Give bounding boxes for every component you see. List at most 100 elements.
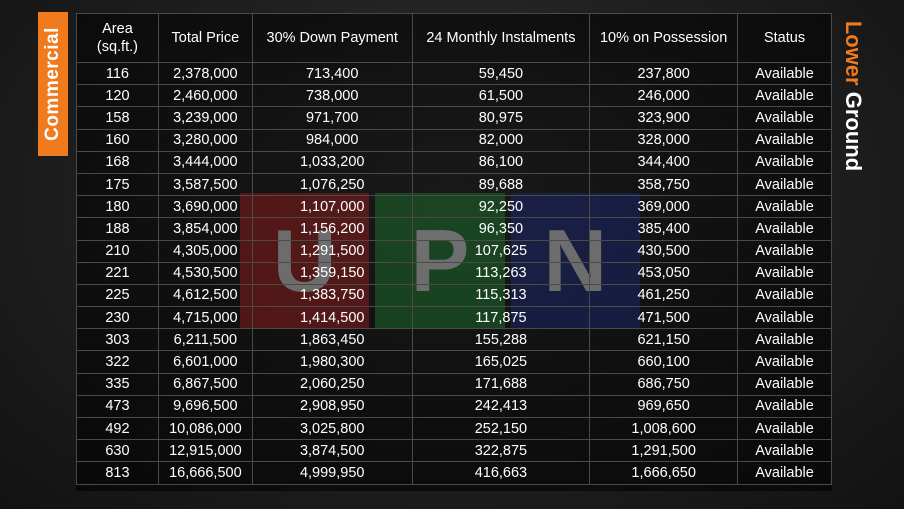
cell-status: Available <box>737 261 832 285</box>
cell-possession: 471,500 <box>589 306 739 330</box>
cell-monthly-instalment: 80,975 <box>411 106 591 130</box>
header-down-payment: 30% Down Payment <box>251 13 413 63</box>
cell-area: 492 <box>76 416 159 441</box>
header-possession: 10% on Possession <box>589 13 739 63</box>
table-row: 160 3,280,000 984,000 82,000 328,000 Availabl… <box>76 128 832 152</box>
header-area: Area (sq.ft.) <box>76 13 159 63</box>
cell-monthly-instalment: 171,688 <box>411 372 591 396</box>
cell-total-price: 10,086,000 <box>157 416 253 441</box>
cell-status: Available <box>737 328 832 352</box>
cell-possession: 453,050 <box>589 261 739 285</box>
cell-area: 160 <box>76 128 159 152</box>
cell-down-payment: 971,700 <box>251 106 413 130</box>
cell-total-price: 2,460,000 <box>157 84 253 108</box>
header-status: Status <box>737 13 832 63</box>
cell-status: Available <box>737 106 832 130</box>
cell-area: 175 <box>76 172 159 197</box>
cell-possession: 344,400 <box>589 150 739 174</box>
cell-monthly-instalment: 59,450 <box>411 61 591 86</box>
cell-monthly-instalment: 252,150 <box>411 416 591 441</box>
cell-possession: 328,000 <box>589 128 739 152</box>
cell-total-price: 6,211,500 <box>157 328 253 352</box>
cell-total-price: 3,690,000 <box>157 195 253 219</box>
cell-down-payment: 1,359,150 <box>251 261 413 285</box>
cell-area: 168 <box>76 150 159 174</box>
cell-status: Available <box>737 239 832 263</box>
table-row: 335 6,867,500 2,060,250 171,688 686,750 Avail… <box>76 372 832 396</box>
cell-down-payment: 4,999,950 <box>251 461 413 485</box>
cell-possession: 686,750 <box>589 372 739 396</box>
cell-monthly-instalment: 117,875 <box>411 306 591 330</box>
cell-down-payment: 1,107,000 <box>251 195 413 219</box>
table-row: 168 3,444,000 1,033,200 86,100 344,400 Availa… <box>76 150 832 174</box>
cell-possession: 969,650 <box>589 394 739 419</box>
cell-status: Available <box>737 128 832 152</box>
cell-status: Available <box>737 84 832 108</box>
table-row: 630 12,915,000 3,874,500 322,875 1,291,500 Av… <box>76 439 832 463</box>
cell-area: 230 <box>76 306 159 330</box>
cell-monthly-instalment: 113,263 <box>411 261 591 285</box>
cell-status: Available <box>737 416 832 441</box>
header-monthly-instalments: 24 Monthly Instalments <box>411 13 591 63</box>
cell-status: Available <box>737 439 832 463</box>
table-row: 210 4,305,000 1,291,500 107,625 430,500 Avail… <box>76 239 832 263</box>
cell-area: 180 <box>76 195 159 219</box>
header-total-price: Total Price <box>157 13 253 63</box>
table-row: 116 2,378,000 713,400 59,450 237,800 Availabl… <box>76 61 832 86</box>
cell-monthly-instalment: 242,413 <box>411 394 591 419</box>
cell-total-price: 2,378,000 <box>157 61 253 86</box>
table-row: 221 4,530,500 1,359,150 113,263 453,050 Avail… <box>76 261 832 285</box>
cell-total-price: 4,530,500 <box>157 261 253 285</box>
table-row: 230 4,715,000 1,414,500 117,875 471,500 Avail… <box>76 306 832 330</box>
cell-status: Available <box>737 195 832 219</box>
cell-possession: 461,250 <box>589 283 739 308</box>
cell-total-price: 9,696,500 <box>157 394 253 419</box>
cell-down-payment: 1,414,500 <box>251 306 413 330</box>
cell-down-payment: 1,076,250 <box>251 172 413 197</box>
cell-possession: 621,150 <box>589 328 739 352</box>
cell-total-price: 4,715,000 <box>157 306 253 330</box>
cell-monthly-instalment: 155,288 <box>411 328 591 352</box>
cell-status: Available <box>737 306 832 330</box>
cell-area: 210 <box>76 239 159 263</box>
cell-status: Available <box>737 372 832 396</box>
cell-monthly-instalment: 322,875 <box>411 439 591 463</box>
cell-down-payment: 2,908,950 <box>251 394 413 419</box>
table-row: 322 6,601,000 1,980,300 165,025 660,100 Avail… <box>76 350 832 374</box>
table-header-row: Area (sq.ft.) Total Price 30% Down Payment 2… <box>76 13 832 63</box>
cell-down-payment: 1,033,200 <box>251 150 413 174</box>
cell-monthly-instalment: 89,688 <box>411 172 591 197</box>
table-row: 473 9,696,500 2,908,950 242,413 969,650 Avail… <box>76 394 832 419</box>
cell-area: 225 <box>76 283 159 308</box>
table-row: 158 3,239,000 971,700 80,975 323,900 Availabl… <box>76 106 832 130</box>
table-row: 813 16,666,500 4,999,950 416,663 1,666,650 Av… <box>76 461 832 485</box>
cell-status: Available <box>737 350 832 374</box>
cell-possession: 237,800 <box>589 61 739 86</box>
cell-status: Available <box>737 61 832 86</box>
cell-down-payment: 713,400 <box>251 61 413 86</box>
cell-possession: 1,008,600 <box>589 416 739 441</box>
commercial-tag: Commercial <box>38 12 68 156</box>
lower-ground-tag-part1: Lower <box>841 20 867 86</box>
cell-area: 188 <box>76 217 159 241</box>
cell-area: 221 <box>76 261 159 285</box>
cell-total-price: 4,612,500 <box>157 283 253 308</box>
cell-total-price: 3,444,000 <box>157 150 253 174</box>
cell-down-payment: 1,156,200 <box>251 217 413 241</box>
cell-possession: 660,100 <box>589 350 739 374</box>
cell-total-price: 3,280,000 <box>157 128 253 152</box>
cell-possession: 369,000 <box>589 195 739 219</box>
cell-possession: 385,400 <box>589 217 739 241</box>
cell-possession: 323,900 <box>589 106 739 130</box>
cell-possession: 1,666,650 <box>589 461 739 485</box>
cell-monthly-instalment: 107,625 <box>411 239 591 263</box>
cell-status: Available <box>737 394 832 419</box>
cell-area: 120 <box>76 84 159 108</box>
price-table: Area (sq.ft.) Total Price 30% Down Payment 2… <box>76 13 832 485</box>
cell-down-payment: 1,383,750 <box>251 283 413 308</box>
cell-area: 322 <box>76 350 159 374</box>
table-row: 120 2,460,000 738,000 61,500 246,000 Availabl… <box>76 84 832 108</box>
cell-total-price: 12,915,000 <box>157 439 253 463</box>
cell-monthly-instalment: 96,350 <box>411 217 591 241</box>
lower-ground-tag: Lower Ground <box>838 8 868 184</box>
